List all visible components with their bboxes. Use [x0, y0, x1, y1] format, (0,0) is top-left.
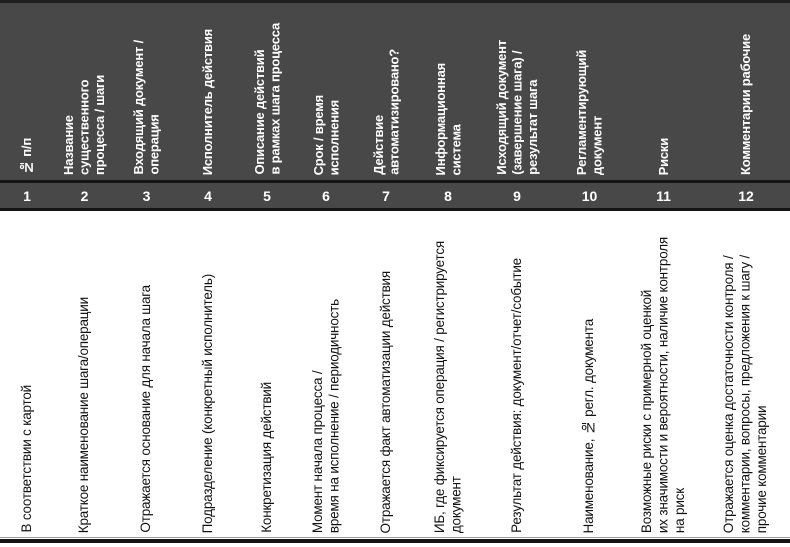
number-cell-4: 4 [178, 183, 238, 208]
header-cell-3: Входящий документ / операция [115, 3, 178, 180]
column-number-10: 10 [581, 187, 598, 204]
column-number-6: 6 [322, 187, 330, 204]
header-cell-7: Действие автоматизировано? [356, 3, 416, 180]
description-label-8: ИБ, где фиксируется операция / регистрир… [431, 240, 464, 533]
header-separator [0, 180, 790, 183]
table-body-row: В соответствии с картой Краткое наименов… [0, 211, 790, 536]
header-cell-2: Название существенного процесса / шаги [54, 3, 115, 180]
header-cell-9: Исходящий документ (завершение шага) / р… [480, 3, 554, 180]
description-label-5: Конкретизация действий [258, 382, 274, 533]
number-cell-2: 2 [54, 183, 115, 208]
bottom-thin-rule [0, 537, 790, 538]
description-label-9: Результат действия: документ/отчет/событ… [508, 258, 524, 533]
header-cell-11: Риски [625, 3, 702, 180]
header-label-12: Комментарии рабочие [738, 34, 754, 175]
description-cell-9: Результат действия: документ/отчет/событ… [480, 211, 554, 536]
column-number-11: 11 [656, 187, 671, 204]
header-label-9: Исходящий документ (завершение шага) / р… [493, 40, 540, 175]
description-cell-10: Наименование, № регл. документа [554, 211, 625, 536]
description-label-1: В соответствии с картой [18, 385, 34, 533]
description-cell-5: Конкретизация действий [238, 211, 296, 536]
number-cell-8: 8 [416, 183, 480, 208]
number-cell-11: 11 [625, 183, 702, 208]
top-border [0, 0, 790, 3]
description-label-3: Отражается основание для начала шага [138, 285, 154, 533]
header-label-7: Действие автоматизировано? [370, 49, 402, 175]
number-cell-6: 6 [296, 183, 356, 208]
column-numbers-row: 1 2 3 4 5 6 7 8 9 10 11 12 [0, 183, 790, 208]
description-cell-2: Краткое наименование шага/операции [54, 211, 115, 536]
header-cell-8: Информационная система [416, 3, 480, 180]
header-cell-10: Регламентирующий документ [554, 3, 625, 180]
column-number-12: 12 [738, 187, 754, 204]
header-cell-12: Комментарии рабочие [702, 3, 790, 180]
description-label-2: Краткое наименование шага/операции [76, 296, 92, 533]
column-number-3: 3 [142, 187, 151, 204]
header-label-2: Название существенного процесса / шаги [61, 75, 108, 175]
description-cell-12: Отражается оценка достаточности контроля… [702, 211, 790, 536]
header-cell-4: Исполнитель действия [178, 3, 238, 180]
header-label-8: Информационная система [432, 62, 464, 175]
description-cell-4: Подразделение (конкретный исполнитель) [178, 211, 238, 536]
description-label-12: Отражается оценка достаточности контроля… [721, 254, 770, 533]
body-separator [0, 208, 790, 211]
description-cell-3: Отражается основание для начала шага [115, 211, 178, 536]
header-cell-1: № п/п [0, 3, 54, 180]
description-cell-6: Момент начала процесса / время на исполн… [296, 211, 356, 536]
table-header-row: № п/п Название существенного процесса / … [0, 3, 790, 180]
number-cell-7: 7 [356, 183, 416, 208]
header-label-11: Риски [655, 137, 671, 175]
column-number-1: 1 [23, 187, 31, 204]
header-cell-6: Срок / время исполнения [296, 3, 356, 180]
bottom-thick-rule [0, 539, 790, 543]
description-label-7: Отражается факт автоматизации действия [377, 270, 393, 533]
column-number-8: 8 [444, 187, 452, 204]
column-number-5: 5 [263, 187, 271, 204]
column-number-9: 9 [513, 187, 521, 204]
description-cell-8: ИБ, где фиксируется операция / регистрир… [416, 211, 480, 536]
number-cell-12: 12 [702, 183, 790, 208]
description-label-4: Подразделение (конкретный исполнитель) [199, 273, 215, 533]
header-label-3: Входящий документ / операция [131, 40, 162, 175]
number-cell-3: 3 [115, 183, 178, 208]
column-number-7: 7 [382, 187, 390, 204]
number-cell-10: 10 [554, 183, 625, 208]
header-label-5: Описание действий в рамках шага процесса [251, 23, 283, 175]
description-label-10: Наименование, № регл. документа [581, 318, 597, 533]
description-cell-11: Возможные риски с примерной оценкой их з… [625, 211, 702, 536]
description-cell-7: Отражается факт автоматизации действия [356, 211, 416, 536]
column-number-4: 4 [204, 187, 212, 204]
number-cell-1: 1 [0, 183, 54, 208]
number-cell-9: 9 [480, 183, 554, 208]
number-cell-5: 5 [238, 183, 296, 208]
header-cell-5: Описание действий в рамках шага процесса [238, 3, 296, 180]
header-label-6: Срок / время исполнения [310, 94, 342, 175]
bottom-rule-gap [0, 538, 790, 539]
description-cell-1: В соответствии с картой [0, 211, 54, 536]
description-label-11: Возможные риски с примерной оценкой их з… [638, 236, 687, 533]
header-label-1: № п/п [19, 138, 35, 175]
description-label-6: Момент начала процесса / время на исполн… [309, 298, 342, 533]
header-label-10: Регламентирующий документ [574, 49, 605, 175]
column-number-2: 2 [80, 187, 89, 204]
header-label-4: Исполнитель действия [200, 28, 216, 175]
